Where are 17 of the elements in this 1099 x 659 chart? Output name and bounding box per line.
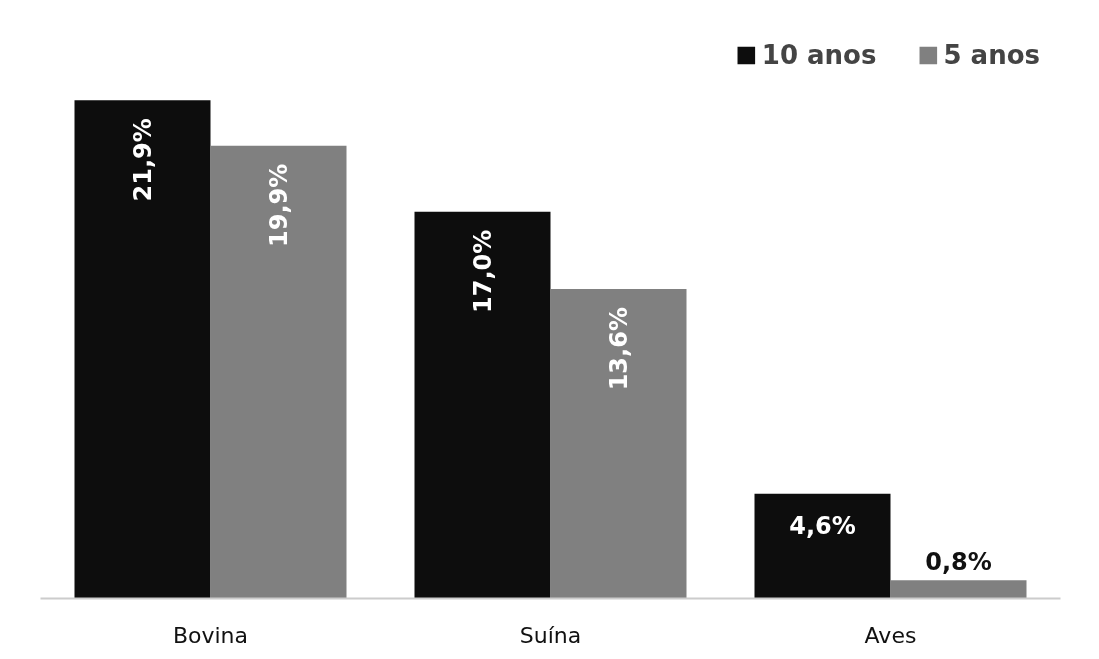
- x-tick-label: Suína: [519, 622, 582, 648]
- bar: [754, 493, 891, 599]
- bar: [74, 100, 211, 599]
- legend-label: 5 anos: [943, 40, 1040, 70]
- legend-label: 10 anos: [761, 40, 877, 70]
- data-label: 13,6%: [604, 307, 633, 391]
- data-label: 4,6%: [789, 511, 856, 540]
- data-label: 17,0%: [468, 229, 497, 313]
- data-label: 19,9%: [264, 163, 293, 247]
- data-label: 0,8%: [925, 548, 992, 577]
- x-tick-label: Aves: [864, 622, 917, 648]
- bar: [414, 211, 551, 599]
- x-tick-label: Bovina: [172, 622, 249, 648]
- data-label: 21,9%: [128, 118, 157, 202]
- bar: [550, 289, 687, 599]
- bar: [890, 580, 1027, 599]
- bar: [210, 145, 347, 599]
